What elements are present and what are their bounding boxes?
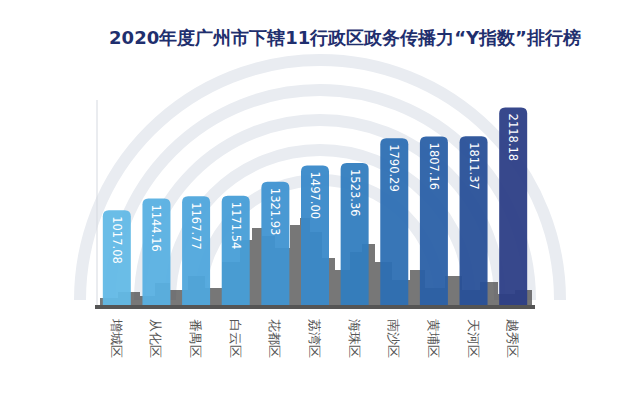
data-label: 1167.77 <box>189 202 203 250</box>
category-label: 海珠区 <box>347 319 362 358</box>
category-label: 从化区 <box>148 319 163 358</box>
bar <box>261 182 289 305</box>
data-label: 1321.93 <box>268 188 282 236</box>
data-label: 1790.29 <box>387 144 401 192</box>
background-decoration <box>80 60 560 305</box>
bars <box>103 108 527 305</box>
data-label: 1811.37 <box>467 142 481 190</box>
data-label: 1497.00 <box>308 172 322 220</box>
chart-title: 2020年度广州市下辖11行政区政务传播力“Y指数”排行榜 <box>109 27 581 48</box>
data-label: 1144.16 <box>149 204 163 252</box>
category-label: 天河区 <box>466 319 481 358</box>
category-label: 番禺区 <box>188 319 203 358</box>
bar <box>103 210 131 305</box>
category-label: 荔湾区 <box>307 319 322 358</box>
bar <box>142 198 170 305</box>
data-label: 1171.54 <box>229 202 243 250</box>
bar <box>499 108 527 305</box>
bar <box>222 196 250 305</box>
category-label: 花都区 <box>267 319 282 358</box>
data-label: 1807.16 <box>427 143 441 191</box>
chart-svg: 2020年度广州市下辖11行政区政务传播力“Y指数”排行榜 1017.08 1144… <box>0 0 640 399</box>
category-label: 越秀区 <box>505 319 520 358</box>
y-axis-line <box>97 100 98 305</box>
data-label: 2118.18 <box>506 114 520 162</box>
bar <box>182 196 210 305</box>
category-label: 白云区 <box>228 319 243 358</box>
chart-container: 2020年度广州市下辖11行政区政务传播力“Y指数”排行榜 1017.08 1144… <box>0 0 640 399</box>
bar <box>420 137 448 305</box>
category-label: 南沙区 <box>386 319 401 358</box>
bar <box>301 166 329 305</box>
category-label: 增城区 <box>109 318 124 358</box>
bar <box>341 163 369 305</box>
data-label: 1017.08 <box>110 216 124 264</box>
category-label: 黄埔区 <box>426 319 441 358</box>
bar <box>460 136 488 305</box>
baseline <box>95 305 535 309</box>
bar <box>380 138 408 305</box>
data-label: 1523.36 <box>348 169 362 217</box>
